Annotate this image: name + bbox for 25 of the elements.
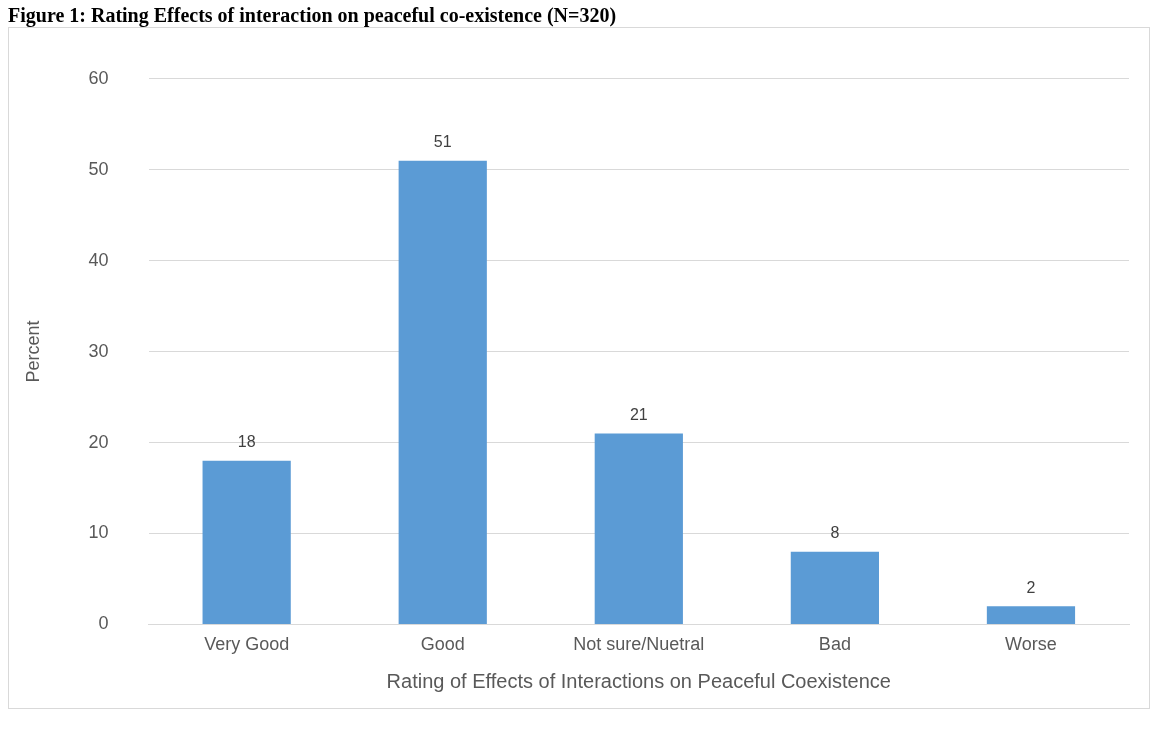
bar xyxy=(790,551,879,624)
bar xyxy=(398,160,487,624)
data-label: 51 xyxy=(433,133,452,151)
chart-title: Figure 1: Rating Effects of interaction on peaceful co-existence (N=320) xyxy=(8,4,618,27)
y-tick-label: 60 xyxy=(88,67,109,88)
x-tick-label: Good xyxy=(420,634,465,655)
x-tick-label: Worse xyxy=(1005,634,1057,655)
data-label: 2 xyxy=(1026,578,1036,596)
y-tick-label: 10 xyxy=(88,522,109,543)
x-tick-label: Bad xyxy=(818,634,851,655)
data-label: 21 xyxy=(629,405,648,423)
bar xyxy=(202,460,291,624)
y-tick-label: 50 xyxy=(88,158,109,179)
y-tick-label: 0 xyxy=(98,613,109,634)
x-tick-label: Very Good xyxy=(204,634,290,655)
y-axis-title: Percent xyxy=(22,320,43,383)
data-label: 18 xyxy=(237,433,256,451)
y-tick-label: 40 xyxy=(88,249,109,270)
data-label: 8 xyxy=(830,524,840,542)
x-axis-title: Rating of Effects of Interactions on Peaceful Coexistence xyxy=(386,669,891,692)
bar xyxy=(594,433,683,624)
x-tick-label: Not sure/Nuetral xyxy=(573,634,705,655)
y-tick-label: 20 xyxy=(88,431,109,452)
y-tick-label: 30 xyxy=(88,340,109,361)
bar xyxy=(986,606,1076,624)
